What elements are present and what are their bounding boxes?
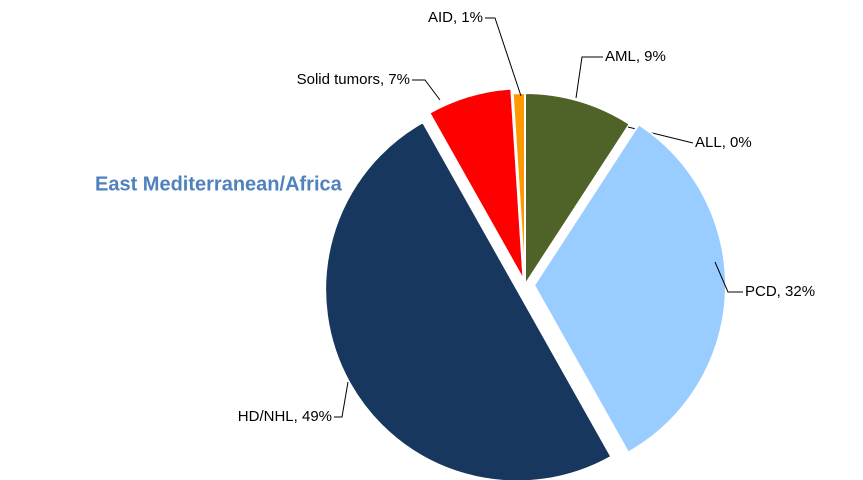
data-label: PCD, 32% — [745, 283, 815, 300]
pie-slice — [427, 87, 525, 281]
data-label: Solid tumors, 7% — [297, 71, 410, 88]
pie-slice — [511, 91, 526, 286]
data-label: ALL, 0% — [695, 134, 752, 151]
pie-slice — [524, 91, 632, 289]
pie-slice — [532, 122, 727, 454]
leader-line — [575, 56, 603, 99]
leader-line — [485, 17, 522, 97]
leader-line — [714, 261, 743, 293]
leader-line — [412, 79, 441, 101]
chart-title: East Mediterranean/Africa — [95, 173, 343, 195]
data-label: HD/NHL, 49% — [238, 408, 332, 425]
data-label: AML, 9% — [605, 48, 666, 65]
leader-line — [334, 381, 349, 418]
pie-slice — [324, 120, 613, 480]
data-label: AID, 1% — [428, 9, 483, 26]
